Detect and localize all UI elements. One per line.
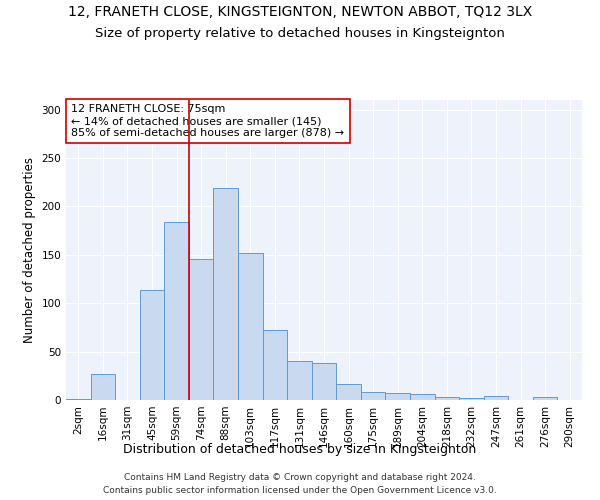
Bar — [459, 398, 484, 400]
Bar — [287, 362, 312, 400]
Text: 12, FRANETH CLOSE, KINGSTEIGNTON, NEWTON ABBOT, TQ12 3LX: 12, FRANETH CLOSE, KINGSTEIGNTON, NEWTON… — [68, 5, 532, 19]
Bar — [410, 394, 434, 400]
Bar — [484, 396, 508, 400]
Bar — [189, 258, 214, 400]
Bar — [91, 374, 115, 400]
Text: 12 FRANETH CLOSE: 75sqm
← 14% of detached houses are smaller (145)
85% of semi-d: 12 FRANETH CLOSE: 75sqm ← 14% of detache… — [71, 104, 344, 138]
Bar — [214, 188, 238, 400]
Bar — [361, 392, 385, 400]
Text: Contains HM Land Registry data © Crown copyright and database right 2024.
Contai: Contains HM Land Registry data © Crown c… — [103, 474, 497, 495]
Bar — [312, 363, 336, 400]
Bar — [385, 393, 410, 400]
Bar — [336, 384, 361, 400]
Text: Distribution of detached houses by size in Kingsteignton: Distribution of detached houses by size … — [124, 442, 476, 456]
Bar — [66, 399, 91, 400]
Bar — [164, 222, 189, 400]
Y-axis label: Number of detached properties: Number of detached properties — [23, 157, 36, 343]
Bar — [263, 330, 287, 400]
Bar — [140, 290, 164, 400]
Bar — [238, 253, 263, 400]
Bar — [434, 397, 459, 400]
Text: Size of property relative to detached houses in Kingsteignton: Size of property relative to detached ho… — [95, 28, 505, 40]
Bar — [533, 397, 557, 400]
